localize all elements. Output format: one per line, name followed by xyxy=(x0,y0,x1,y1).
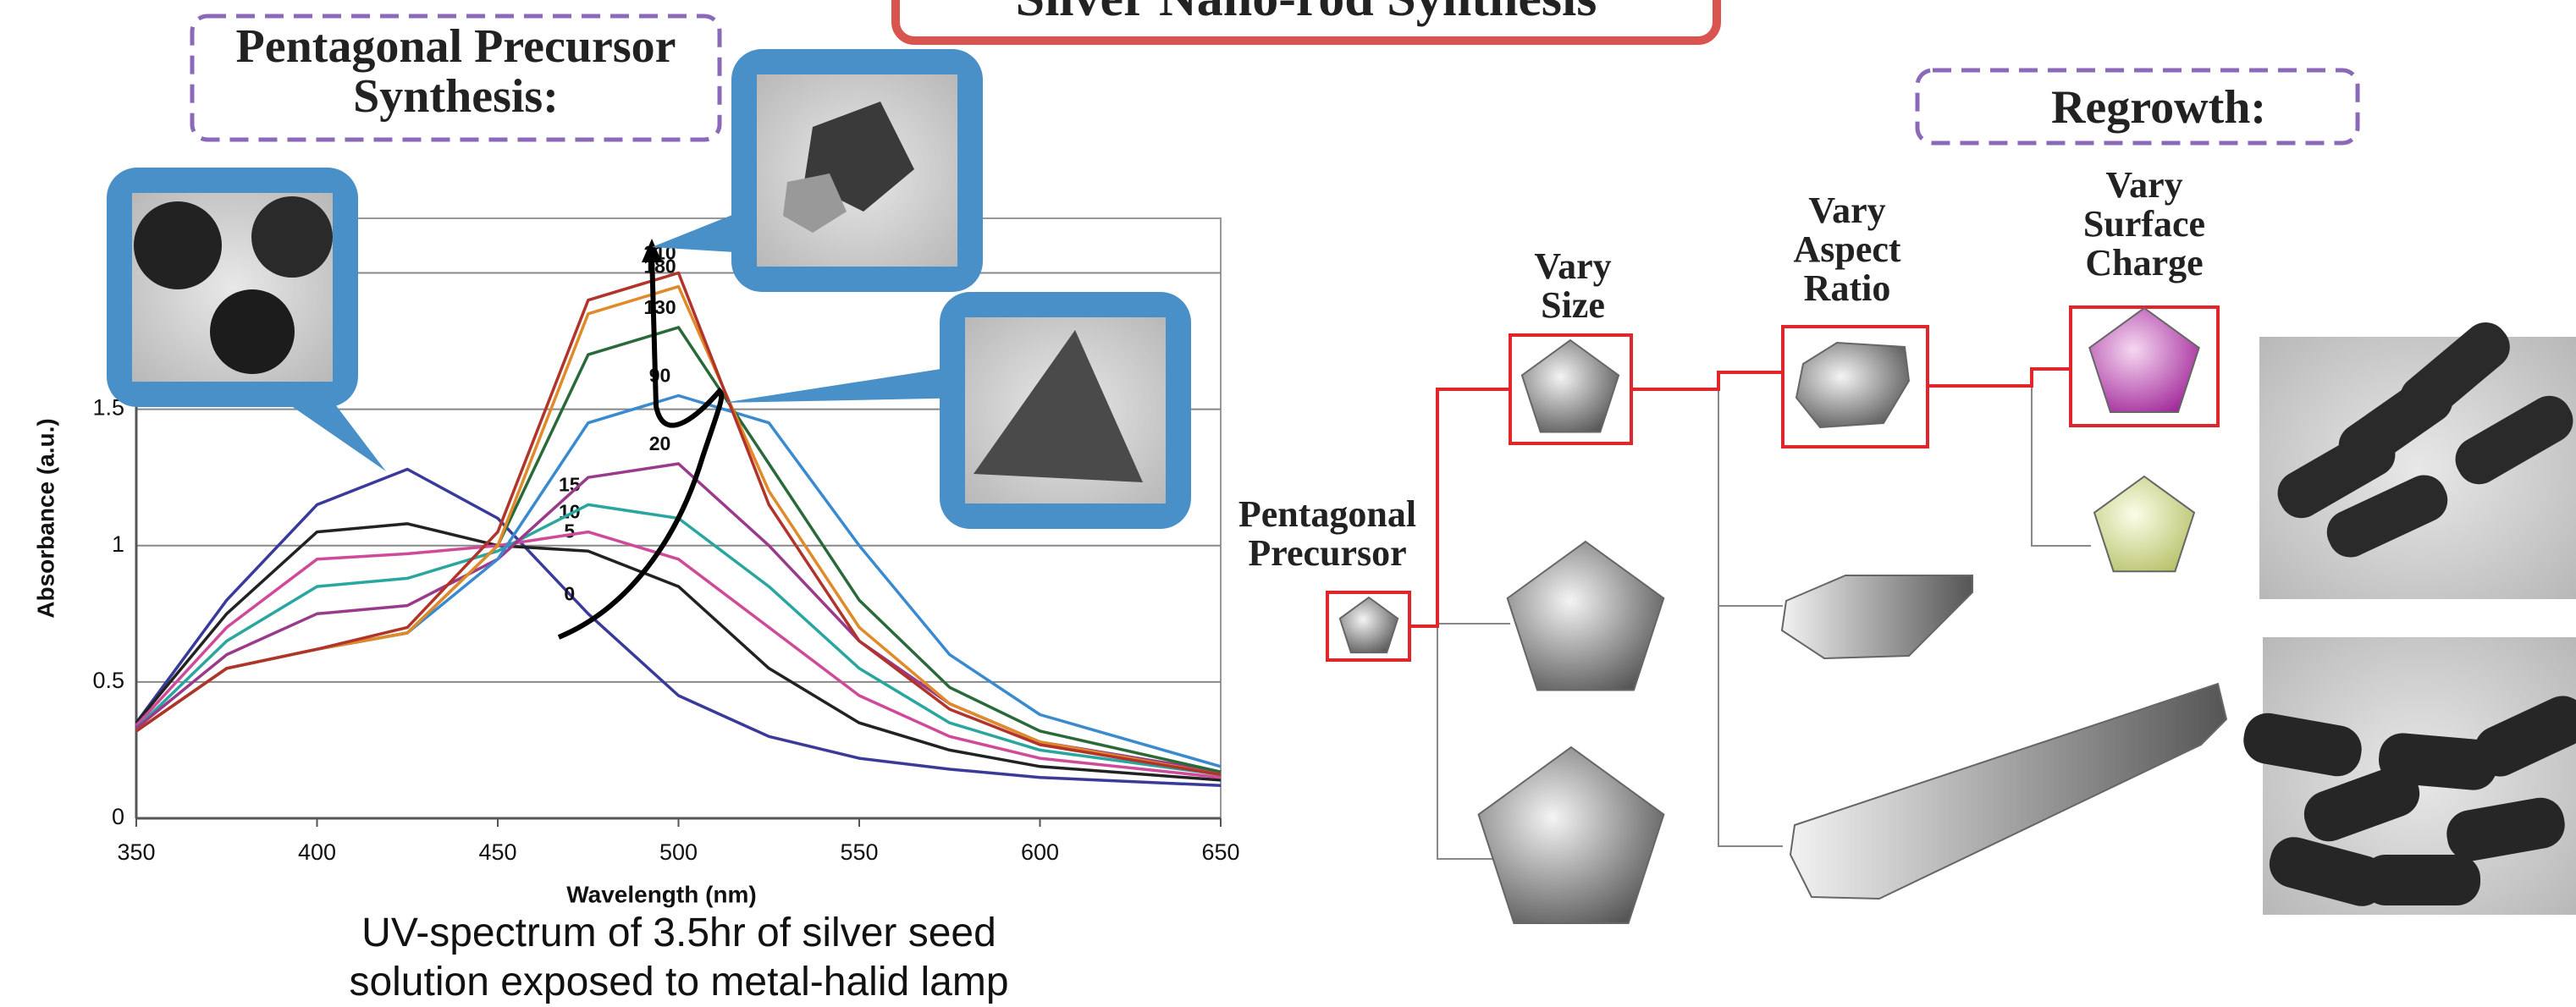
title: Silver Nano-rod Synthesis xyxy=(1016,0,1597,27)
connector xyxy=(1631,372,1783,389)
connector xyxy=(1437,389,1510,859)
regrowth-heading: Regrowth: xyxy=(1972,83,2345,133)
series-label: 130 xyxy=(643,296,676,318)
pentagon xyxy=(1508,542,1664,691)
series-label: 20 xyxy=(649,432,671,454)
series-label: 5 xyxy=(564,520,575,542)
y-tick-label: 0.5 xyxy=(92,668,124,693)
precursor-heading: Pentagonal Precursor Synthesis: xyxy=(196,22,715,122)
spectrum-line xyxy=(136,532,1221,778)
series-label: 90 xyxy=(649,365,671,387)
x-tick-label: 450 xyxy=(478,839,516,865)
x-tick-label: 600 xyxy=(1021,839,1059,865)
rod xyxy=(1790,684,2226,899)
page: { "title": "Silver Nano-rod Synthesis", … xyxy=(0,0,2576,1007)
prism xyxy=(1796,343,1909,427)
step-label: Vary Size xyxy=(1509,247,1636,325)
pentagon xyxy=(2094,476,2194,571)
x-axis-label: Wavelength (nm) xyxy=(566,881,757,907)
y-tick-label: 0 xyxy=(112,804,124,829)
connector xyxy=(1718,372,1783,846)
callout xyxy=(723,364,974,403)
nanorod xyxy=(2362,855,2480,905)
pentagon xyxy=(1479,747,1664,923)
connector xyxy=(2032,372,2091,546)
step-label: Vary Surface Charge xyxy=(2051,166,2237,283)
x-tick-label: 350 xyxy=(117,839,155,865)
pentagon xyxy=(2089,308,2198,412)
x-tick-label: 550 xyxy=(840,839,878,865)
connector xyxy=(1928,369,2071,386)
series-label: 15 xyxy=(559,473,581,495)
step-label: Vary Aspect Ratio xyxy=(1771,191,1923,309)
pentagon xyxy=(1340,597,1398,652)
chart-caption: UV-spectrum of 3.5hr of silver seed solu… xyxy=(298,909,1060,1007)
particle xyxy=(251,196,333,278)
rod xyxy=(1782,575,1972,658)
y-axis-label: Absorbance (a.u.) xyxy=(32,418,58,618)
x-tick-label: 650 xyxy=(1201,839,1239,865)
particle xyxy=(134,201,222,289)
particle xyxy=(210,289,295,374)
pentagon xyxy=(1522,340,1619,432)
series-label: 0 xyxy=(564,582,575,604)
y-tick-label: 1 xyxy=(112,531,124,557)
x-tick-label: 400 xyxy=(298,839,336,865)
start-label: Pentagonal Precursor xyxy=(1217,495,1437,573)
x-tick-label: 500 xyxy=(659,839,698,865)
